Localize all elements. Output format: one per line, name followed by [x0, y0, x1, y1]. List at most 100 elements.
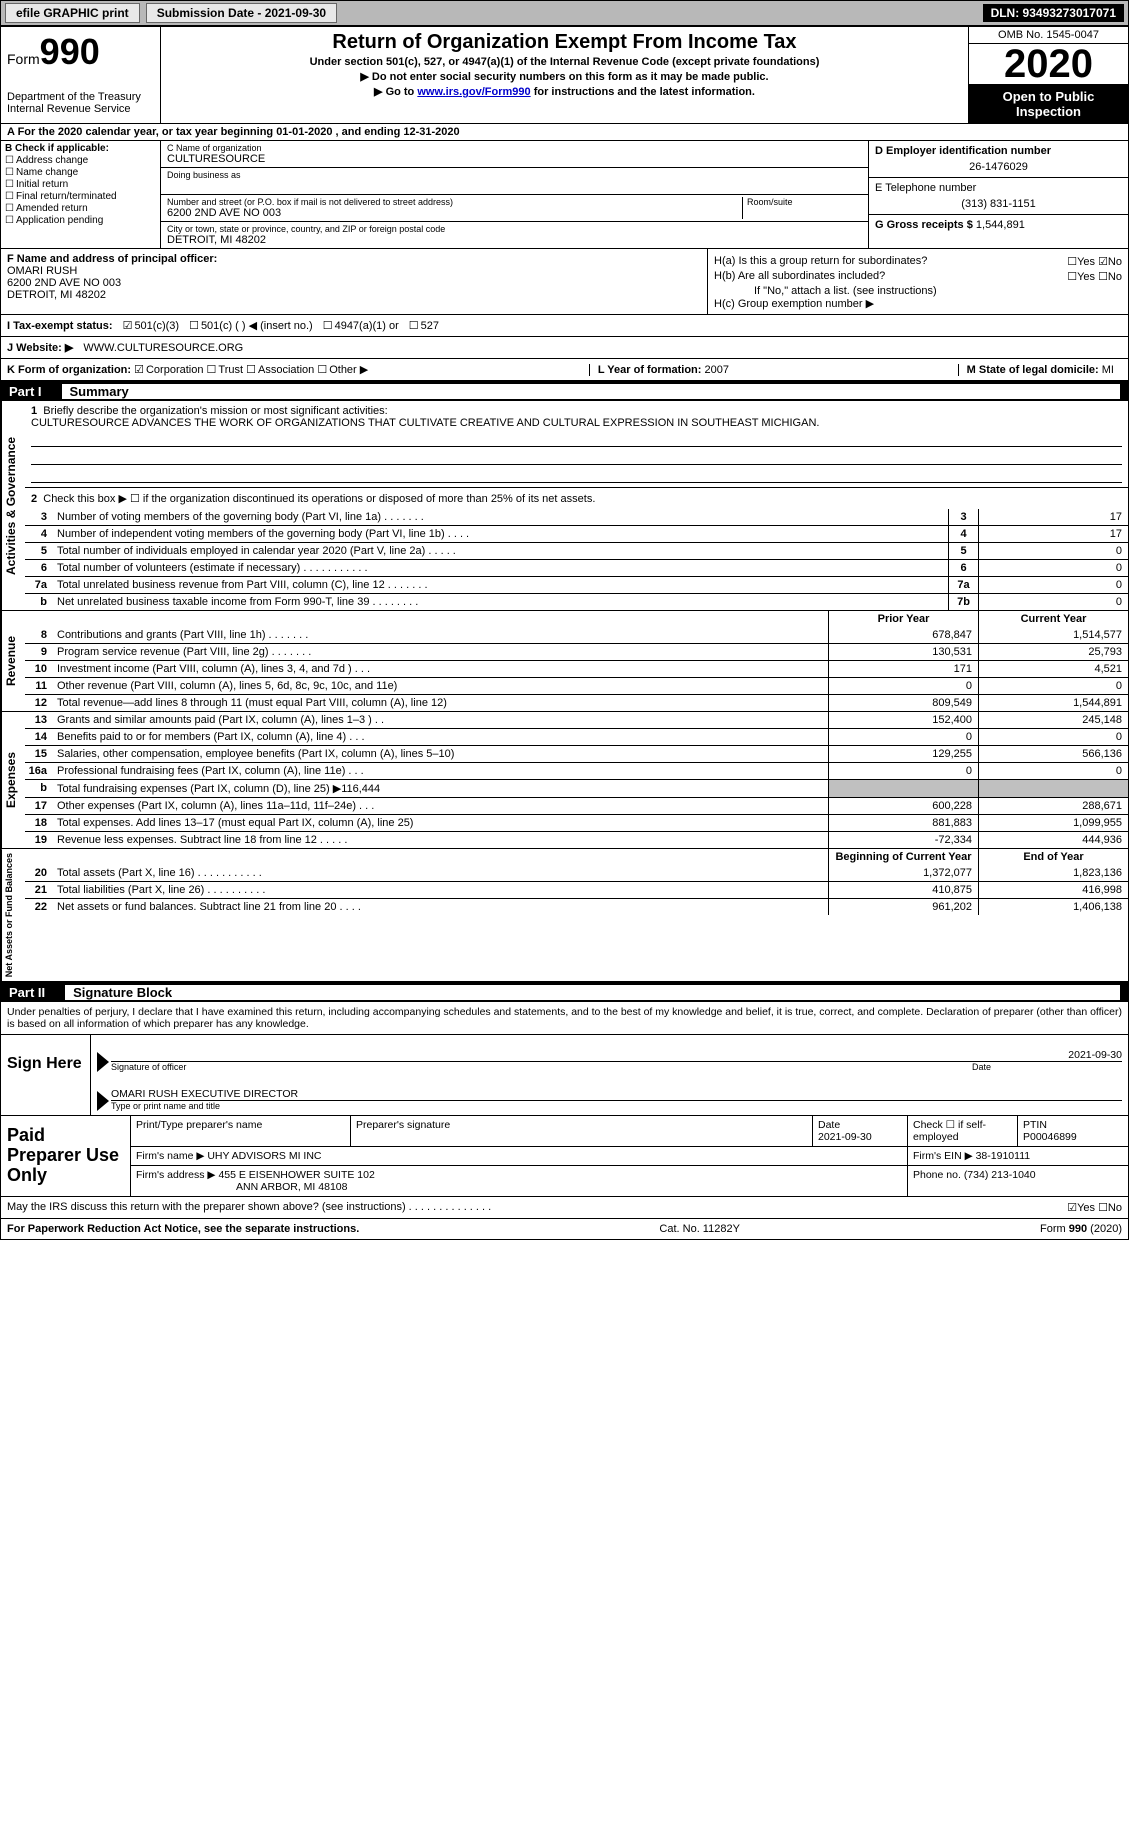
part2-header: Part II Signature Block: [1, 983, 1128, 1002]
prep-date-value: 2021-09-30: [818, 1131, 872, 1143]
firm-name-value: UHY ADVISORS MI INC: [207, 1150, 321, 1162]
cb-initial-return[interactable]: Initial return: [5, 179, 156, 190]
year-formation-label: L Year of formation:: [598, 364, 702, 376]
cb-application-pending[interactable]: Application pending: [5, 215, 156, 226]
cb-other[interactable]: Other ▶: [317, 364, 368, 376]
vtab-governance: Activities & Governance: [1, 401, 25, 610]
ptin-label: PTIN: [1023, 1119, 1047, 1131]
signature-date: 2021-09-30: [1068, 1049, 1122, 1061]
form-title: Return of Organization Exempt From Incom…: [167, 31, 962, 54]
hc-label: H(c) Group exemption number ▶: [714, 297, 1122, 310]
efile-print-button[interactable]: efile GRAPHIC print: [5, 3, 140, 23]
mission-label: Briefly describe the organization's miss…: [43, 405, 387, 417]
self-employed-check[interactable]: Check ☐ if self-employed: [908, 1116, 1018, 1146]
dba-label: Doing business as: [167, 170, 862, 180]
line2-text: Check this box ▶ ☐ if the organization d…: [43, 493, 595, 505]
public-inspection-label: Open to Public Inspection: [969, 85, 1128, 123]
dept-line2: Internal Revenue Service: [7, 103, 154, 115]
dln-label: DLN: 93493273017071: [983, 4, 1124, 22]
street-value: 6200 2ND AVE NO 003: [167, 207, 281, 219]
form-org-label: K Form of organization:: [7, 364, 131, 376]
summary-line: 8Contributions and grants (Part VIII, li…: [25, 627, 1128, 643]
sig-date-label: Date: [972, 1062, 1122, 1072]
hb-note: If "No," attach a list. (see instruction…: [714, 285, 1122, 297]
name-arrow-icon: [97, 1091, 109, 1111]
footer-left: For Paperwork Reduction Act Notice, see …: [7, 1223, 359, 1235]
summary-line: 16aProfessional fundraising fees (Part I…: [25, 762, 1128, 779]
city-value: DETROIT, MI 48202: [167, 234, 266, 246]
tel-value: (313) 831-1151: [875, 198, 1122, 210]
cb-527[interactable]: 527: [409, 319, 439, 332]
col-b-label: B Check if applicable:: [5, 143, 109, 154]
city-label: City or town, state or province, country…: [167, 224, 862, 234]
firm-phone-label: Phone no.: [913, 1169, 961, 1181]
type-name-label: Type or print name and title: [111, 1101, 1122, 1111]
summary-line: 6Total number of volunteers (estimate if…: [25, 559, 1128, 576]
room-label: Room/suite: [747, 197, 862, 207]
domicile-value: MI: [1102, 364, 1114, 376]
footer-mid: Cat. No. 11282Y: [659, 1223, 740, 1235]
cb-corporation[interactable]: Corporation: [134, 364, 203, 376]
vtab-revenue: Revenue: [1, 611, 25, 711]
vtab-net-assets: Net Assets or Fund Balances: [1, 849, 25, 981]
discuss-question: May the IRS discuss this return with the…: [7, 1201, 491, 1214]
form-number: 990: [40, 31, 100, 72]
line-a-tax-year: A For the 2020 calendar year, or tax yea…: [1, 124, 1128, 141]
part1-title: Summary: [62, 384, 1120, 399]
cb-final-return[interactable]: Final return/terminated: [5, 191, 156, 202]
summary-line: 14Benefits paid to or for members (Part …: [25, 728, 1128, 745]
footer-right: Form 990 (2020): [1040, 1223, 1122, 1235]
dept-line1: Department of the Treasury: [7, 91, 154, 103]
summary-line: 10Investment income (Part VIII, column (…: [25, 660, 1128, 677]
cb-name-change[interactable]: Name change: [5, 167, 156, 178]
preparer-sig-label: Preparer's signature: [351, 1116, 813, 1146]
preparer-name-label: Print/Type preparer's name: [131, 1116, 351, 1146]
officer-name: OMARI RUSH: [7, 265, 77, 277]
ein-label: D Employer identification number: [875, 145, 1051, 157]
summary-line: 19Revenue less expenses. Subtract line 1…: [25, 831, 1128, 848]
summary-line: 12Total revenue—add lines 8 through 11 (…: [25, 694, 1128, 711]
hb-yn[interactable]: ☐Yes ☐No: [1067, 270, 1122, 283]
discuss-yn[interactable]: ☑Yes ☐No: [1067, 1201, 1122, 1214]
ptin-value: P00046899: [1023, 1131, 1077, 1143]
firm-ein-label: Firm's EIN ▶: [913, 1150, 973, 1162]
summary-line: bNet unrelated business taxable income f…: [25, 593, 1128, 610]
hdr-prior-year: Prior Year: [828, 611, 978, 627]
cb-4947[interactable]: 4947(a)(1) or: [323, 319, 399, 332]
form-page: Form990 Department of the Treasury Inter…: [0, 26, 1129, 1240]
gross-value: 1,544,891: [976, 219, 1025, 231]
ein-value: 26-1476029: [875, 161, 1122, 173]
hdr-end-year: End of Year: [978, 849, 1128, 865]
cb-trust[interactable]: Trust: [207, 364, 244, 376]
mission-value: CULTURESOURCE ADVANCES THE WORK OF ORGAN…: [31, 417, 819, 429]
hb-label: H(b) Are all subordinates included?: [714, 270, 885, 283]
org-name-label: C Name of organization: [167, 143, 862, 153]
form-subtitle-2: ▶ Do not enter social security numbers o…: [167, 70, 962, 83]
domicile-label: M State of legal domicile:: [967, 364, 1099, 376]
cb-amended-return[interactable]: Amended return: [5, 203, 156, 214]
summary-line: 20Total assets (Part X, line 16) . . . .…: [25, 865, 1128, 881]
irs-link[interactable]: www.irs.gov/Form990: [417, 86, 530, 98]
ha-label: H(a) Is this a group return for subordin…: [714, 255, 927, 268]
cb-association[interactable]: Association: [246, 364, 314, 376]
col-b-checkboxes: B Check if applicable: Address change Na…: [1, 141, 161, 248]
year-formation-value: 2007: [705, 364, 729, 376]
summary-line: 9Program service revenue (Part VIII, lin…: [25, 643, 1128, 660]
summary-line: bTotal fundraising expenses (Part IX, co…: [25, 779, 1128, 797]
firm-name-label: Firm's name ▶: [136, 1150, 204, 1162]
summary-line: 22Net assets or fund balances. Subtract …: [25, 898, 1128, 915]
cb-501c[interactable]: 501(c) ( ) ◀ (insert no.): [189, 319, 313, 332]
form-label: Form: [7, 51, 40, 67]
signature-intro: Under penalties of perjury, I declare th…: [1, 1002, 1128, 1035]
firm-addr-label: Firm's address ▶: [136, 1169, 216, 1181]
part2-tab: Part II: [9, 985, 65, 1000]
ha-yn[interactable]: ☐Yes ☑No: [1067, 255, 1122, 268]
cb-address-change[interactable]: Address change: [5, 155, 156, 166]
part2-title: Signature Block: [65, 985, 1120, 1000]
cb-501c3[interactable]: 501(c)(3): [123, 319, 180, 332]
firm-ein-value: 38-1910111: [976, 1150, 1031, 1162]
sig-officer-label: Signature of officer: [111, 1062, 972, 1072]
website-label: J Website: ▶: [7, 341, 73, 354]
part1-tab: Part I: [9, 384, 62, 399]
officer-label: F Name and address of principal officer:: [7, 253, 217, 265]
